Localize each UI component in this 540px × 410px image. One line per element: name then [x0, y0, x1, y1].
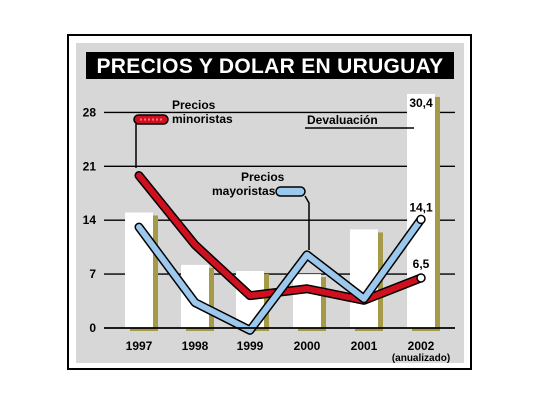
legend-minoristas: Precios minoristas: [133, 98, 233, 168]
y-tick-label-21: 21: [83, 159, 97, 173]
legend-devaluacion-label: Devaluación: [307, 113, 378, 127]
data-label-mayoristas-2002: 14,1: [409, 200, 433, 214]
y-tick-label-14: 14: [83, 213, 97, 227]
legend-devaluacion: Devaluación: [305, 113, 414, 129]
x-tick-note-2002: (anualizado): [392, 353, 450, 364]
y-tick-label-7: 7: [89, 267, 96, 281]
x-tick-label-2002: 2002: [408, 339, 435, 353]
legend-mayoristas-swatch: [275, 186, 306, 197]
series-minoristas-endpoint: [416, 273, 426, 283]
legend-mayoristas-label-line1: Precios: [241, 170, 285, 184]
legend-minoristas-swatch: [133, 114, 169, 125]
x-tick-label-1999: 1999: [237, 339, 264, 353]
y-tick-label-28: 28: [83, 105, 97, 119]
legend-mayoristas: Precios mayoristas: [212, 170, 310, 250]
x-tick-label-1997: 1997: [126, 339, 153, 353]
series-mayoristas-line: [136, 216, 424, 334]
legend-minoristas-label-line2: minoristas: [172, 112, 233, 126]
bar-2000: [293, 274, 321, 328]
legend-mayoristas-label-line2: mayoristas: [212, 184, 276, 198]
legend-minoristas-label-line1: Precios: [172, 98, 216, 112]
x-tick-label-2000: 2000: [294, 339, 321, 353]
legend-mayoristas-leader: [304, 195, 310, 250]
axis-layer: 28 21 14 7 0 1997 1998 1999 2000 2001 2002 30,4 14,1…: [83, 96, 455, 353]
data-label-bar-2002: 30,4: [409, 96, 433, 110]
x-tick-label-2001: 2001: [351, 339, 378, 353]
series-mayoristas-endpoint: [416, 214, 426, 225]
data-label-minoristas-2002: 6,5: [413, 257, 430, 271]
title-banner: [86, 52, 454, 79]
y-tick-label-0: 0: [89, 321, 96, 335]
bar-2002: [407, 93, 435, 328]
x-tick-label-1998: 1998: [182, 339, 209, 353]
grid-layer: [104, 111, 455, 275]
chart-title: PRECIOS Y DOLAR EN URUGUAY: [97, 55, 444, 78]
line-layer: [134, 171, 426, 335]
